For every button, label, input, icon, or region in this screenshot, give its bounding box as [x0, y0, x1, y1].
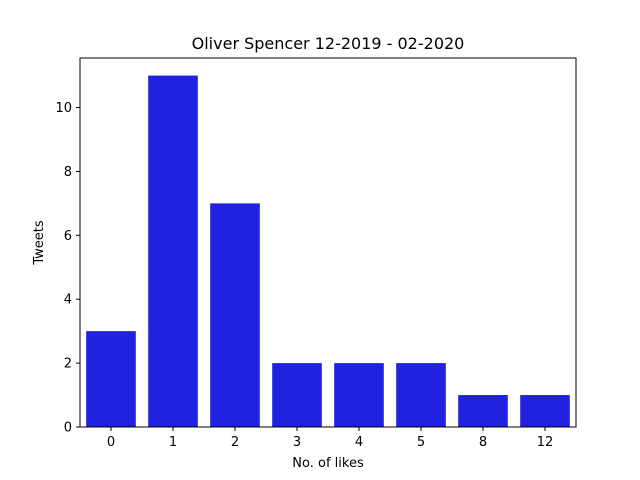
y-tick-label: 10: [55, 101, 72, 116]
x-tick-label: 4: [355, 435, 363, 450]
bar: [396, 363, 446, 427]
bar: [520, 395, 570, 427]
x-tick-label: 8: [479, 435, 487, 450]
y-tick-label: 0: [64, 421, 72, 436]
y-axis: 0 2 4 6 8 10: [55, 101, 80, 436]
y-tick-label: 8: [64, 165, 72, 180]
bar: [210, 203, 260, 427]
bar: [458, 395, 508, 427]
x-tick-label: 2: [231, 435, 239, 450]
y-tick-label: 2: [64, 357, 72, 372]
bar: [334, 363, 384, 427]
x-axis-label: No. of likes: [292, 456, 364, 471]
x-tick-label: 5: [417, 435, 425, 450]
y-tick-label: 6: [64, 229, 72, 244]
x-tick-label: 12: [537, 435, 554, 450]
x-tick-label: 3: [293, 435, 301, 450]
bar: [272, 363, 322, 427]
bar: [148, 75, 198, 428]
y-axis-label: Tweets: [32, 220, 47, 266]
x-tick-label: 0: [107, 435, 115, 450]
bars-group: [86, 75, 570, 428]
y-tick-label: 4: [64, 293, 72, 308]
bar: [86, 331, 136, 427]
x-tick-label: 1: [169, 435, 177, 450]
x-axis: 0 1 2 3 4 5 8 12: [107, 427, 553, 450]
chart-title: Oliver Spencer 12-2019 - 02-2020: [192, 34, 465, 53]
plot-frame: [79, 57, 577, 428]
